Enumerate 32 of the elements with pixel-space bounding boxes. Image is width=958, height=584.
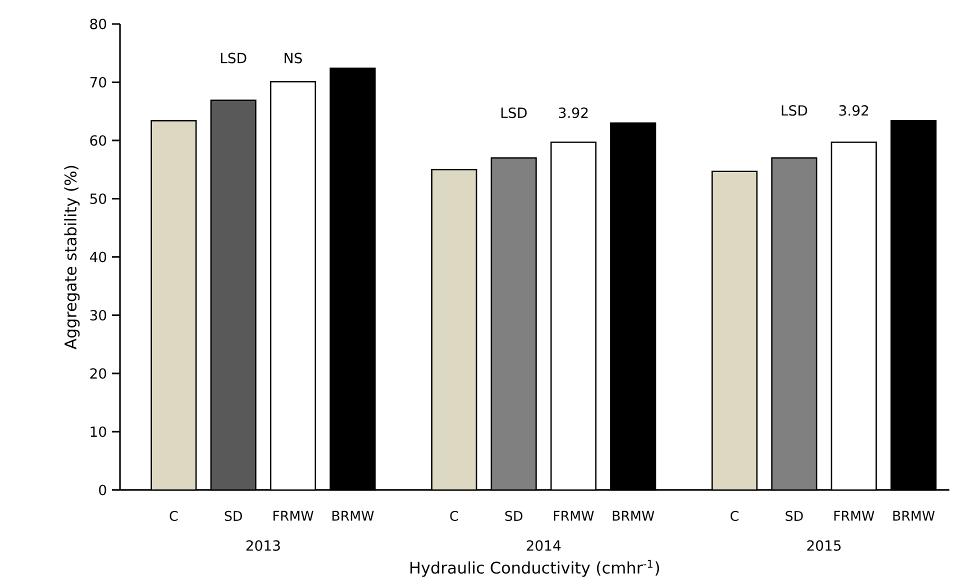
text: 2013 [246,540,280,551]
annotation: LSD [221,52,246,64]
x-tick-label: BRMW [612,510,654,521]
y-tick-label: 40 [90,252,106,262]
annotation: NS [284,52,302,64]
y-tick-label: 70 [90,76,106,88]
annotation: 3.92 [558,107,588,118]
x-axis-title: Hydraulic Conductivity (cmhr$^{-1}$) [410,560,660,577]
y-tick-label: 50 [90,193,106,204]
y-axis-title: Aggregate stability (%) [64,166,80,350]
y-tick-label: 80 [90,18,106,30]
x-tick-label: FRMW [834,510,874,521]
x-tick-label: SD [224,510,242,522]
y-tick-label: 30 [90,310,106,321]
y-tick-label: 60 [90,135,106,146]
x-tick-label: SD [505,510,522,522]
text: 2014 [526,540,561,551]
x-tick-label: C [730,510,738,522]
x-tick-label: SD [786,510,803,522]
annotation: LSD [501,107,527,118]
annotation: LSD [782,105,808,116]
x-tick-label: FRMW [274,510,314,521]
y-tick-label: 20 [90,368,106,379]
x-tick-label: C [450,510,458,522]
text: 2015 [807,540,841,551]
x-tick-label: FRMW [554,510,594,521]
x-tick-label: C [170,510,178,522]
annotation: 3.92 [839,105,868,116]
x-tick-label: BRMW [332,510,374,521]
y-tick-label: 0 [99,484,106,496]
x-tick-label: BRMW [893,510,935,521]
y-tick-label: 10 [90,426,106,438]
